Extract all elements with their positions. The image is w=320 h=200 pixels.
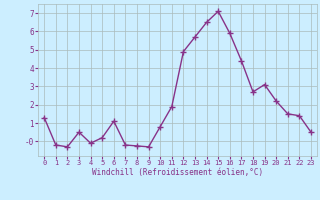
- X-axis label: Windchill (Refroidissement éolien,°C): Windchill (Refroidissement éolien,°C): [92, 168, 263, 177]
